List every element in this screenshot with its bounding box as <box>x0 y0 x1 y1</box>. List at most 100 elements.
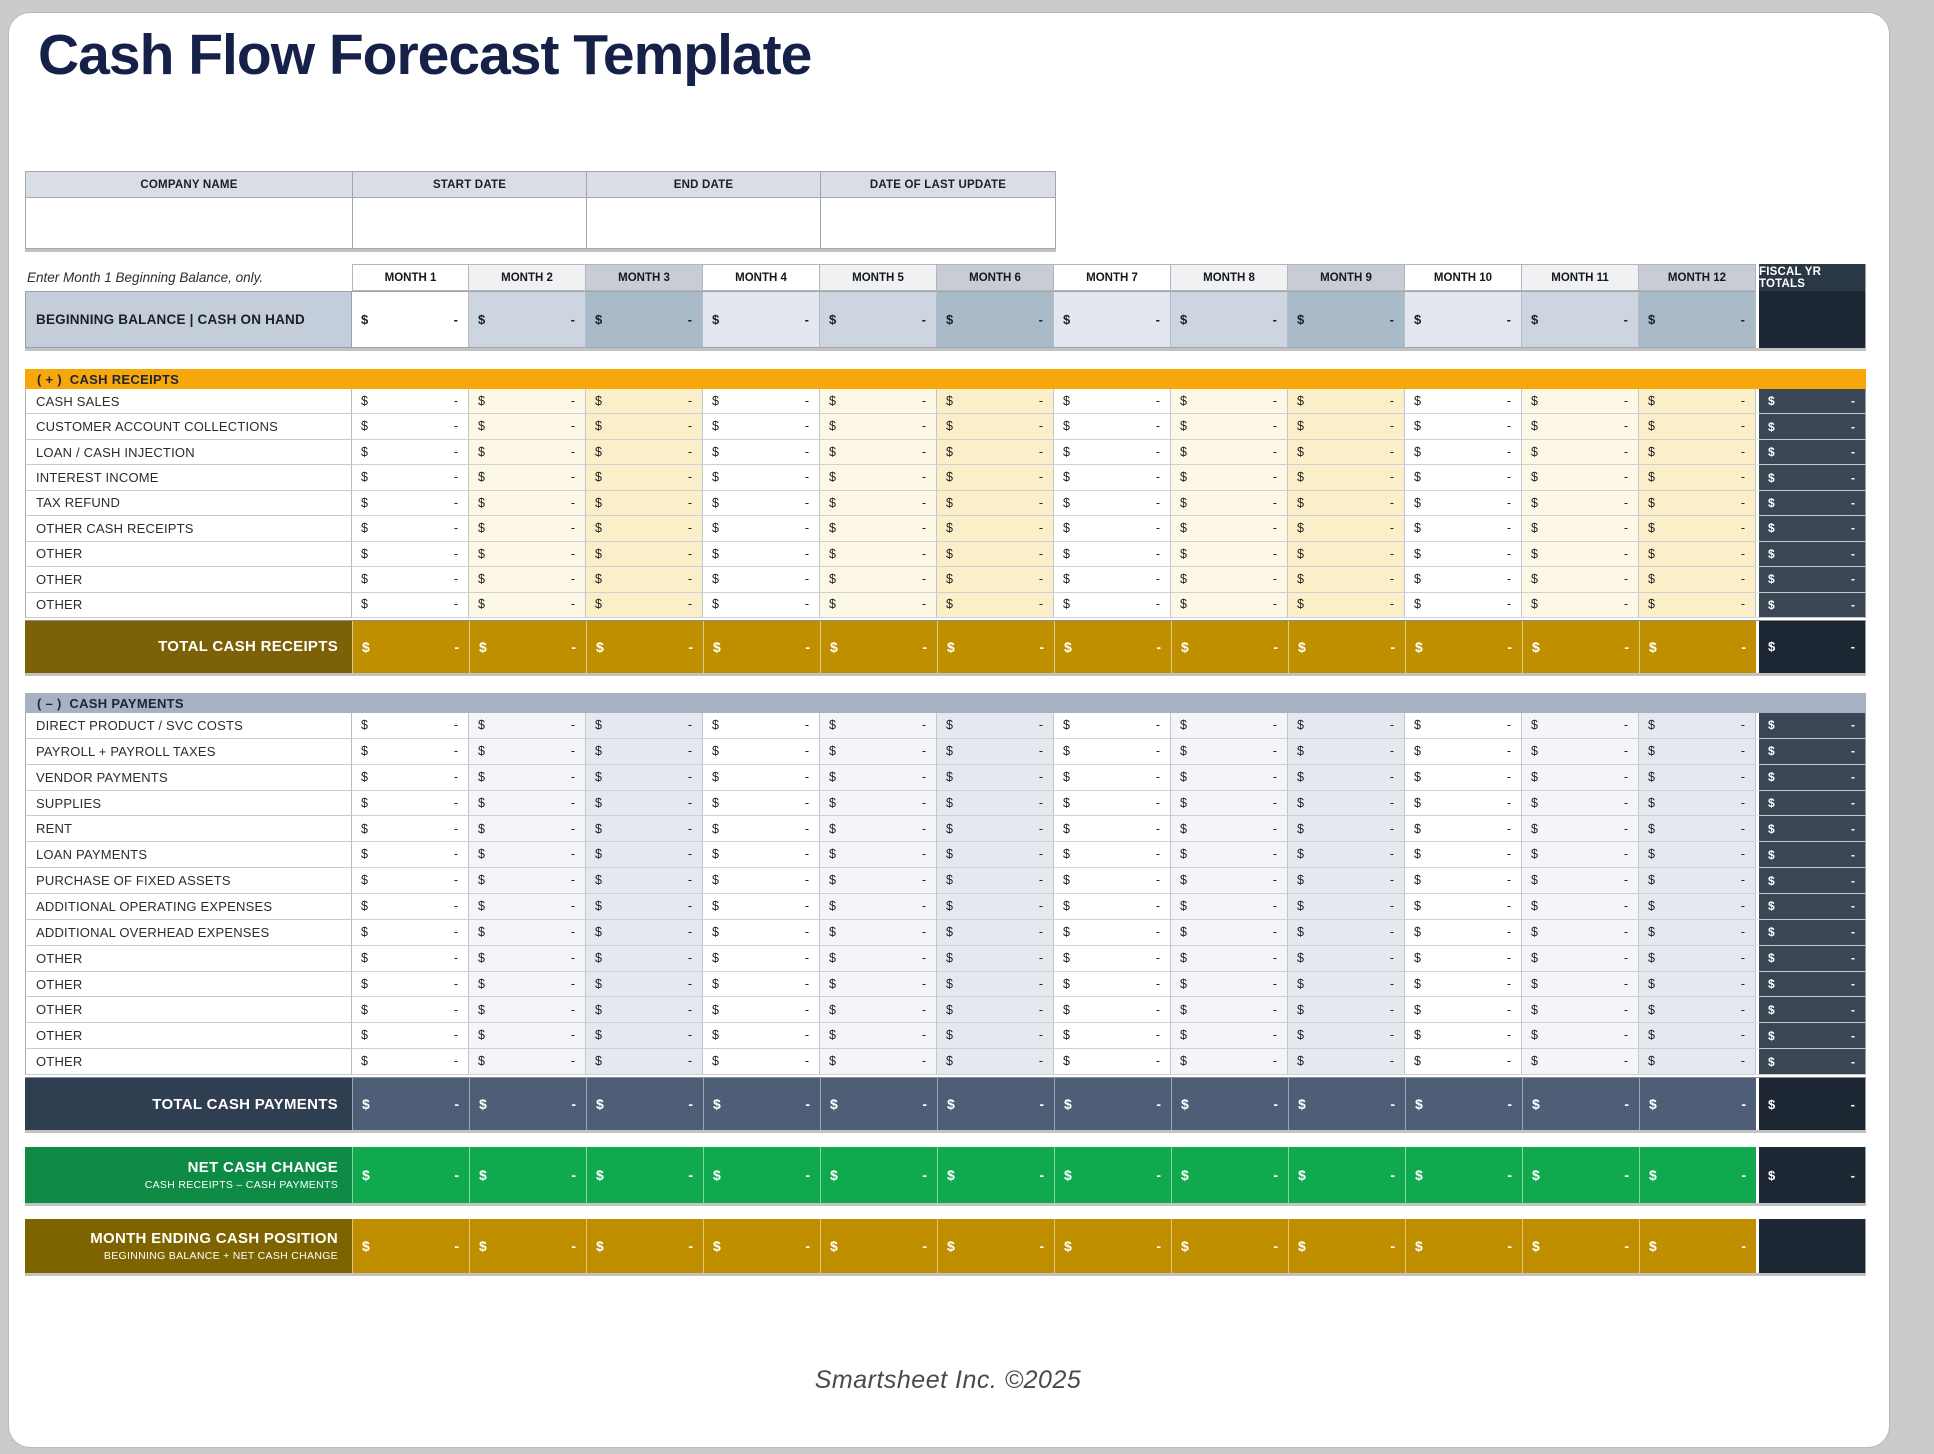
amount-cell-m11[interactable]: $ - <box>1522 997 1639 1024</box>
amount-cell-m8[interactable]: $ - <box>1171 465 1288 491</box>
amount-cell-m10[interactable]: $ - <box>1405 713 1522 739</box>
amount-cell-m10[interactable]: $ - <box>1405 1049 1522 1076</box>
amount-cell-m1[interactable]: $ - <box>352 764 469 791</box>
amount-cell-m12[interactable]: $ - <box>1639 414 1756 440</box>
amount-cell-m11[interactable]: $ - <box>1522 764 1639 791</box>
amount-cell-m2[interactable]: $ - <box>469 790 586 817</box>
amount-cell-m10[interactable]: $ - <box>1405 465 1522 491</box>
amount-cell-m1[interactable]: $ - <box>352 997 469 1024</box>
amount-cell-m12[interactable]: $ - <box>1639 567 1756 593</box>
amount-cell-m6[interactable]: $ - <box>937 919 1054 946</box>
amount-cell-m1[interactable]: $ - <box>352 1049 469 1076</box>
amount-cell-m12[interactable]: $ - <box>1639 541 1756 568</box>
amount-cell-m8[interactable]: $ - <box>1171 816 1288 843</box>
amount-cell-m7[interactable]: $ - <box>1054 919 1171 946</box>
amount-cell-m3[interactable]: $ - <box>586 516 703 542</box>
amount-cell-m9[interactable]: $ - <box>1288 567 1405 593</box>
amount-cell-m7[interactable]: $ - <box>1054 790 1171 817</box>
amount-cell-m7[interactable]: $ - <box>1054 997 1171 1024</box>
amount-cell-m7[interactable]: $ - <box>1054 389 1171 415</box>
amount-cell-m3[interactable]: $ - <box>586 868 703 895</box>
amount-cell-m9[interactable]: $ - <box>1288 997 1405 1024</box>
amount-cell-m1[interactable]: $ - <box>352 414 469 440</box>
amount-cell-m7[interactable]: $ - <box>1054 868 1171 895</box>
amount-cell-m2[interactable]: $ - <box>469 541 586 568</box>
amount-cell-m1[interactable]: $ - <box>352 842 469 869</box>
amount-cell-m7[interactable]: $ - <box>1054 567 1171 593</box>
amount-cell-m11[interactable]: $ - <box>1522 842 1639 869</box>
amount-cell-m9[interactable]: $ - <box>1288 971 1405 998</box>
amount-cell-m1[interactable]: $ - <box>352 790 469 817</box>
amount-cell-m6[interactable]: $ - <box>937 842 1054 869</box>
amount-cell-m2[interactable]: $ - <box>469 919 586 946</box>
amount-cell-m5[interactable]: $ - <box>820 738 937 765</box>
amount-cell-m11[interactable]: $ - <box>1522 567 1639 593</box>
amount-cell-m4[interactable]: $ - <box>703 465 820 491</box>
amount-cell-m5[interactable]: $ - <box>820 919 937 946</box>
amount-cell-m3[interactable]: $ - <box>586 567 703 593</box>
amount-cell-m10[interactable]: $ - <box>1405 439 1522 466</box>
amount-cell-m8[interactable]: $ - <box>1171 790 1288 817</box>
amount-cell-m9[interactable]: $ - <box>1288 764 1405 791</box>
amount-cell-m6[interactable]: $ - <box>937 790 1054 817</box>
amount-cell-m10[interactable]: $ - <box>1405 868 1522 895</box>
amount-cell-m11[interactable]: $ - <box>1522 490 1639 517</box>
amount-cell-m12[interactable]: $ - <box>1639 490 1756 517</box>
amount-cell-m10[interactable]: $ - <box>1405 997 1522 1024</box>
amount-cell-m12[interactable]: $ - <box>1639 764 1756 791</box>
amount-cell-m1[interactable]: $ - <box>352 592 469 618</box>
amount-cell-m4[interactable]: $ - <box>703 1049 820 1076</box>
amount-cell-m6[interactable]: $ - <box>937 465 1054 491</box>
amount-cell-m7[interactable]: $ - <box>1054 541 1171 568</box>
amount-cell-m7[interactable]: $ - <box>1054 971 1171 998</box>
amount-cell-m1[interactable]: $ - <box>352 465 469 491</box>
amount-cell-m8[interactable]: $ - <box>1171 541 1288 568</box>
amount-cell-m4[interactable]: $ - <box>703 971 820 998</box>
amount-cell-m10[interactable]: $ - <box>1405 919 1522 946</box>
amount-cell-m9[interactable]: $ - <box>1288 516 1405 542</box>
amount-cell-m2[interactable]: $ - <box>469 738 586 765</box>
amount-cell-m10[interactable]: $ - <box>1405 592 1522 618</box>
amount-cell-m8[interactable]: $ - <box>1171 919 1288 946</box>
amount-cell-m5[interactable]: $ - <box>820 971 937 998</box>
amount-cell-m2[interactable]: $ - <box>469 842 586 869</box>
amount-cell-m4[interactable]: $ - <box>703 713 820 739</box>
amount-cell-m11[interactable]: $ - <box>1522 389 1639 415</box>
amount-cell-m8[interactable]: $ - <box>1171 997 1288 1024</box>
amount-cell-m2[interactable]: $ - <box>469 389 586 415</box>
amount-cell-m6[interactable]: $ - <box>937 945 1054 972</box>
amount-cell-m5[interactable]: $ - <box>820 997 937 1024</box>
amount-cell-m7[interactable]: $ - <box>1054 894 1171 920</box>
amount-cell-m3[interactable]: $ - <box>586 997 703 1024</box>
beginning-balance-cell-m12[interactable]: $ - <box>1639 291 1756 348</box>
amount-cell-m10[interactable]: $ - <box>1405 971 1522 998</box>
beginning-balance-cell-m8[interactable]: $ - <box>1171 291 1288 348</box>
amount-cell-m12[interactable]: $ - <box>1639 516 1756 542</box>
amount-cell-m7[interactable]: $ - <box>1054 592 1171 618</box>
amount-cell-m9[interactable]: $ - <box>1288 414 1405 440</box>
amount-cell-m12[interactable]: $ - <box>1639 842 1756 869</box>
amount-cell-m12[interactable]: $ - <box>1639 868 1756 895</box>
amount-cell-m9[interactable]: $ - <box>1288 592 1405 618</box>
amount-cell-m2[interactable]: $ - <box>469 816 586 843</box>
amount-cell-m5[interactable]: $ - <box>820 842 937 869</box>
amount-cell-m9[interactable]: $ - <box>1288 541 1405 568</box>
amount-cell-m9[interactable]: $ - <box>1288 738 1405 765</box>
amount-cell-m10[interactable]: $ - <box>1405 790 1522 817</box>
amount-cell-m11[interactable]: $ - <box>1522 592 1639 618</box>
amount-cell-m1[interactable]: $ - <box>352 516 469 542</box>
amount-cell-m1[interactable]: $ - <box>352 894 469 920</box>
amount-cell-m3[interactable]: $ - <box>586 465 703 491</box>
amount-cell-m9[interactable]: $ - <box>1288 490 1405 517</box>
amount-cell-m2[interactable]: $ - <box>469 439 586 466</box>
amount-cell-m1[interactable]: $ - <box>352 541 469 568</box>
amount-cell-m12[interactable]: $ - <box>1639 945 1756 972</box>
amount-cell-m5[interactable]: $ - <box>820 592 937 618</box>
amount-cell-m4[interactable]: $ - <box>703 567 820 593</box>
amount-cell-m6[interactable]: $ - <box>937 971 1054 998</box>
beginning-balance-cell-m7[interactable]: $ - <box>1054 291 1171 348</box>
amount-cell-m4[interactable]: $ - <box>703 894 820 920</box>
amount-cell-m2[interactable]: $ - <box>469 894 586 920</box>
amount-cell-m9[interactable]: $ - <box>1288 894 1405 920</box>
amount-cell-m10[interactable]: $ - <box>1405 490 1522 517</box>
